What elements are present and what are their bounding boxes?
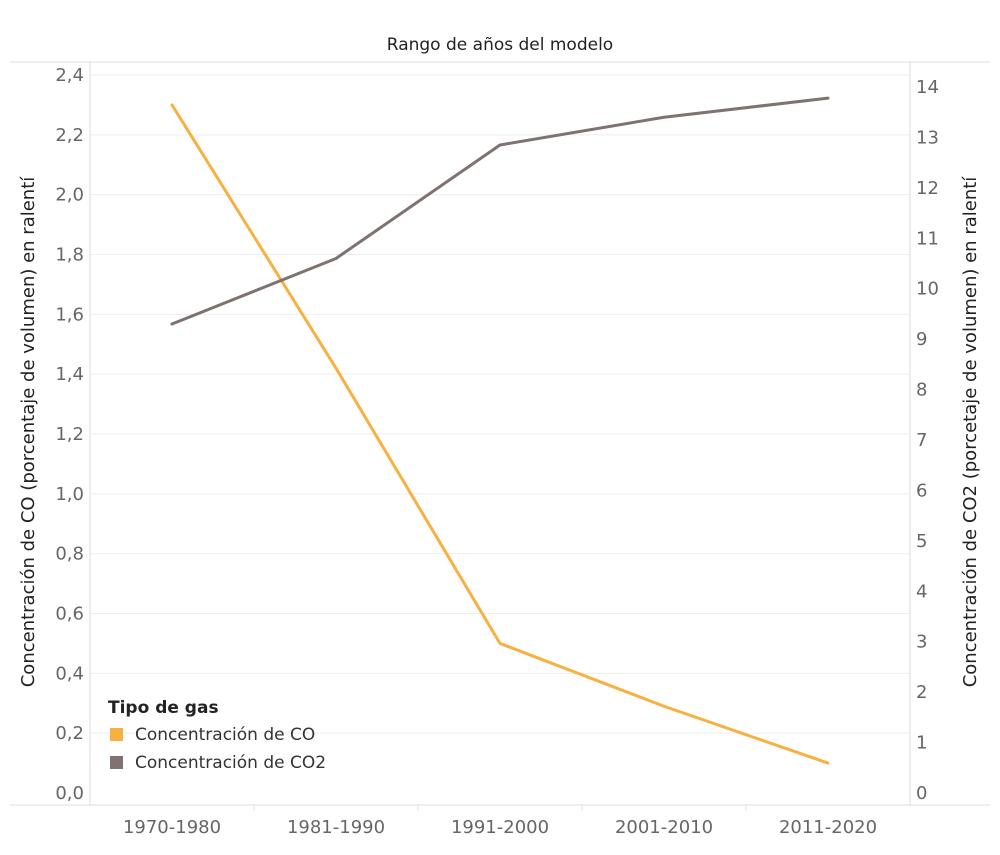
series-line-co2	[170, 96, 830, 326]
left-tick-label: 1,4	[55, 364, 84, 385]
left-tick-label: 2,2	[55, 125, 84, 146]
right-tick-label: 11	[916, 228, 939, 249]
left-axis-title: Concentración de CO (porcentaje de volum…	[18, 176, 39, 688]
legend-label: Concentración de CO2	[135, 753, 326, 773]
right-tick-label: 2	[916, 682, 927, 703]
x-axis-ticks: 1970-1980 1981-1990 1991-2000 2001-2010 2011…	[123, 817, 877, 838]
right-axis-title: Concentración de CO2 (porcetaje de volum…	[960, 176, 981, 688]
left-tick-label: 1,8	[55, 245, 84, 266]
left-tick-label: 0,2	[55, 723, 84, 744]
legend-label: Concentración de CO	[135, 725, 315, 745]
left-tick-label: 0,6	[55, 604, 84, 625]
series-lines	[170, 96, 830, 765]
legend-title: Tipo de gas	[108, 698, 219, 718]
right-tick-label: 14	[916, 77, 939, 98]
right-tick-label: 1	[916, 733, 927, 754]
left-tick-label: 0,4	[55, 663, 84, 684]
x-tick-label: 1970-1980	[123, 817, 221, 838]
x-tick-label: 1981-1990	[287, 817, 385, 838]
left-tick-label: 0,8	[55, 544, 84, 565]
left-tick-label: 1,2	[55, 424, 84, 445]
left-tick-label: 1,6	[55, 304, 84, 325]
right-tick-label: 6	[916, 480, 927, 501]
right-tick-label: 3	[916, 632, 927, 653]
left-tick-label: 0,0	[55, 783, 84, 804]
right-tick-label: 7	[916, 430, 927, 451]
right-tick-label: 8	[916, 380, 927, 401]
gridlines	[90, 74, 910, 734]
right-tick-label: 13	[916, 127, 939, 148]
x-tick-label: 2001-2010	[615, 817, 713, 838]
chart-title: Rango de años del modelo	[387, 35, 613, 55]
left-tick-label: 2,4	[55, 65, 84, 86]
right-tick-label: 9	[916, 329, 927, 350]
right-tick-label: 5	[916, 531, 927, 552]
legend-items: Concentración de CO Concentración de CO2	[110, 725, 326, 773]
right-tick-label: 0	[916, 783, 927, 804]
left-tick-label: 2,0	[55, 185, 84, 206]
plot-frame	[10, 61, 990, 811]
x-tick-label: 1991-2000	[451, 817, 549, 838]
legend-swatch	[110, 728, 123, 741]
legend: Tipo de gas Concentración de COConcentra…	[108, 698, 326, 773]
right-tick-label: 4	[916, 581, 927, 602]
left-tick-label: 1,0	[55, 484, 84, 505]
right-tick-label: 10	[916, 279, 939, 300]
left-axis-ticks: 0,0 0,2 0,4 0,6 0,8 1,0 1,2 1,4 1,6 1,8 2,0 2,2 2,4	[55, 65, 84, 804]
legend-swatch	[110, 756, 123, 769]
x-tick-label: 2011-2020	[779, 817, 877, 838]
right-tick-label: 12	[916, 178, 939, 199]
